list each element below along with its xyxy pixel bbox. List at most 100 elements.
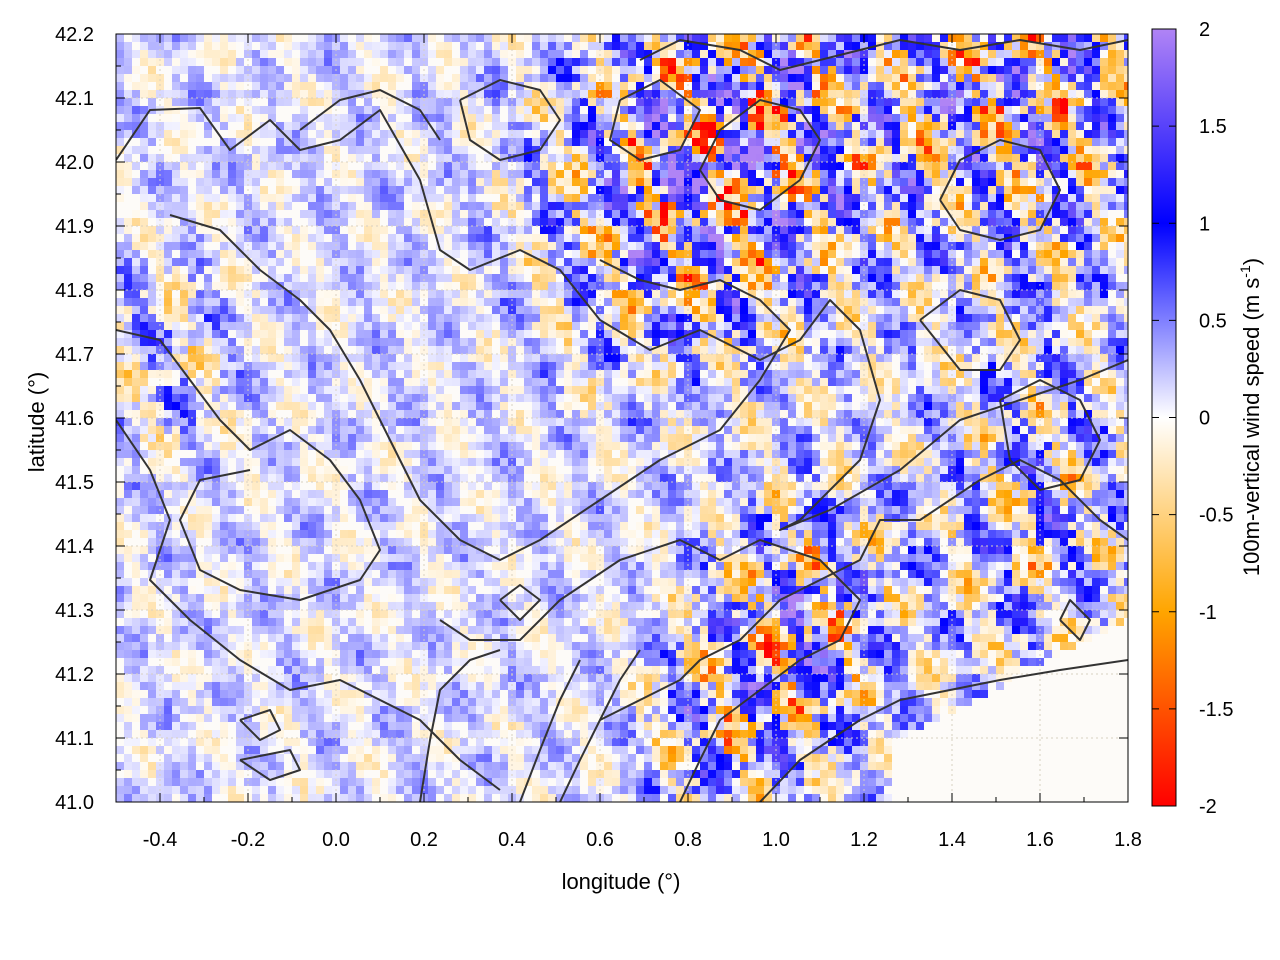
- wind-cell: [796, 130, 804, 138]
- wind-cell: [380, 266, 388, 274]
- wind-cell: [652, 330, 660, 338]
- wind-cell: [1124, 90, 1128, 98]
- wind-cell: [1004, 298, 1012, 306]
- wind-cell: [172, 50, 180, 58]
- wind-cell: [396, 250, 404, 258]
- wind-cell: [996, 162, 1004, 170]
- wind-cell: [252, 370, 260, 378]
- wind-cell: [508, 258, 516, 266]
- wind-cell: [524, 226, 532, 234]
- wind-cell: [444, 186, 452, 194]
- wind-cell: [692, 250, 700, 258]
- wind-cell: [780, 354, 788, 362]
- wind-cell: [748, 210, 756, 218]
- wind-cell: [364, 266, 372, 274]
- wind-cell: [996, 74, 1004, 82]
- wind-cell: [564, 98, 572, 106]
- wind-cell: [644, 146, 652, 154]
- wind-cell: [948, 258, 956, 266]
- wind-cell: [1084, 66, 1092, 74]
- wind-cell: [900, 370, 908, 378]
- wind-cell: [372, 90, 380, 98]
- wind-cell: [908, 370, 916, 378]
- wind-cell: [948, 58, 956, 66]
- wind-cell: [852, 314, 860, 322]
- wind-cell: [764, 138, 772, 146]
- wind-cell: [188, 58, 196, 66]
- wind-cell: [796, 226, 804, 234]
- wind-cell: [468, 34, 476, 42]
- wind-cell: [340, 138, 348, 146]
- wind-cell: [604, 274, 612, 282]
- wind-cell: [164, 298, 172, 306]
- wind-cell: [708, 258, 716, 266]
- wind-cell: [460, 210, 468, 218]
- wind-cell: [812, 162, 820, 170]
- wind-cell: [460, 202, 468, 210]
- wind-cell: [1092, 170, 1100, 178]
- wind-cell: [676, 42, 684, 50]
- wind-cell: [540, 298, 548, 306]
- wind-cell: [1020, 162, 1028, 170]
- wind-cell: [516, 202, 524, 210]
- wind-cell: [436, 130, 444, 138]
- wind-cell: [292, 306, 300, 314]
- wind-cell: [372, 106, 380, 114]
- wind-cell: [940, 234, 948, 242]
- wind-cell: [316, 154, 324, 162]
- wind-cell: [300, 154, 308, 162]
- wind-cell: [540, 58, 548, 66]
- wind-cell: [132, 186, 140, 194]
- wind-cell: [988, 290, 996, 298]
- wind-cell: [388, 218, 396, 226]
- wind-cell: [204, 122, 212, 130]
- wind-cell: [340, 234, 348, 242]
- wind-cell: [1116, 226, 1124, 234]
- wind-cell: [692, 314, 700, 322]
- wind-cell: [732, 218, 740, 226]
- wind-cell: [884, 34, 892, 42]
- wind-cell: [228, 82, 236, 90]
- wind-cell: [668, 314, 676, 322]
- wind-cell: [1044, 370, 1052, 378]
- wind-cell: [804, 90, 812, 98]
- wind-cell: [540, 98, 548, 106]
- wind-cell: [932, 66, 940, 74]
- wind-cell: [1060, 146, 1068, 154]
- wind-cell: [228, 138, 236, 146]
- wind-cell: [820, 282, 828, 290]
- wind-cell: [252, 234, 260, 242]
- wind-cell: [524, 106, 532, 114]
- wind-cell: [652, 114, 660, 122]
- wind-cell: [964, 114, 972, 122]
- wind-cell: [1028, 186, 1036, 194]
- wind-cell: [444, 226, 452, 234]
- wind-cell: [892, 194, 900, 202]
- wind-cell: [204, 274, 212, 282]
- wind-cell: [460, 130, 468, 138]
- wind-cell: [388, 74, 396, 82]
- wind-cell: [804, 114, 812, 122]
- wind-cell: [548, 322, 556, 330]
- wind-cell: [716, 258, 724, 266]
- wind-cell: [1060, 170, 1068, 178]
- wind-cell: [164, 250, 172, 258]
- wind-cell: [132, 250, 140, 258]
- wind-cell: [924, 298, 932, 306]
- wind-cell: [708, 122, 716, 130]
- wind-cell: [492, 114, 500, 122]
- wind-cell: [1060, 130, 1068, 138]
- wind-cell: [500, 58, 508, 66]
- wind-cell: [324, 58, 332, 66]
- wind-cell: [620, 178, 628, 186]
- wind-cell: [588, 370, 596, 378]
- wind-cell: [836, 66, 844, 74]
- wind-cell: [644, 226, 652, 234]
- wind-cell: [964, 162, 972, 170]
- wind-cell: [1108, 186, 1116, 194]
- wind-cell: [460, 170, 468, 178]
- wind-cell: [884, 114, 892, 122]
- wind-cell: [492, 130, 500, 138]
- wind-cell: [148, 314, 156, 322]
- wind-cell: [564, 58, 572, 66]
